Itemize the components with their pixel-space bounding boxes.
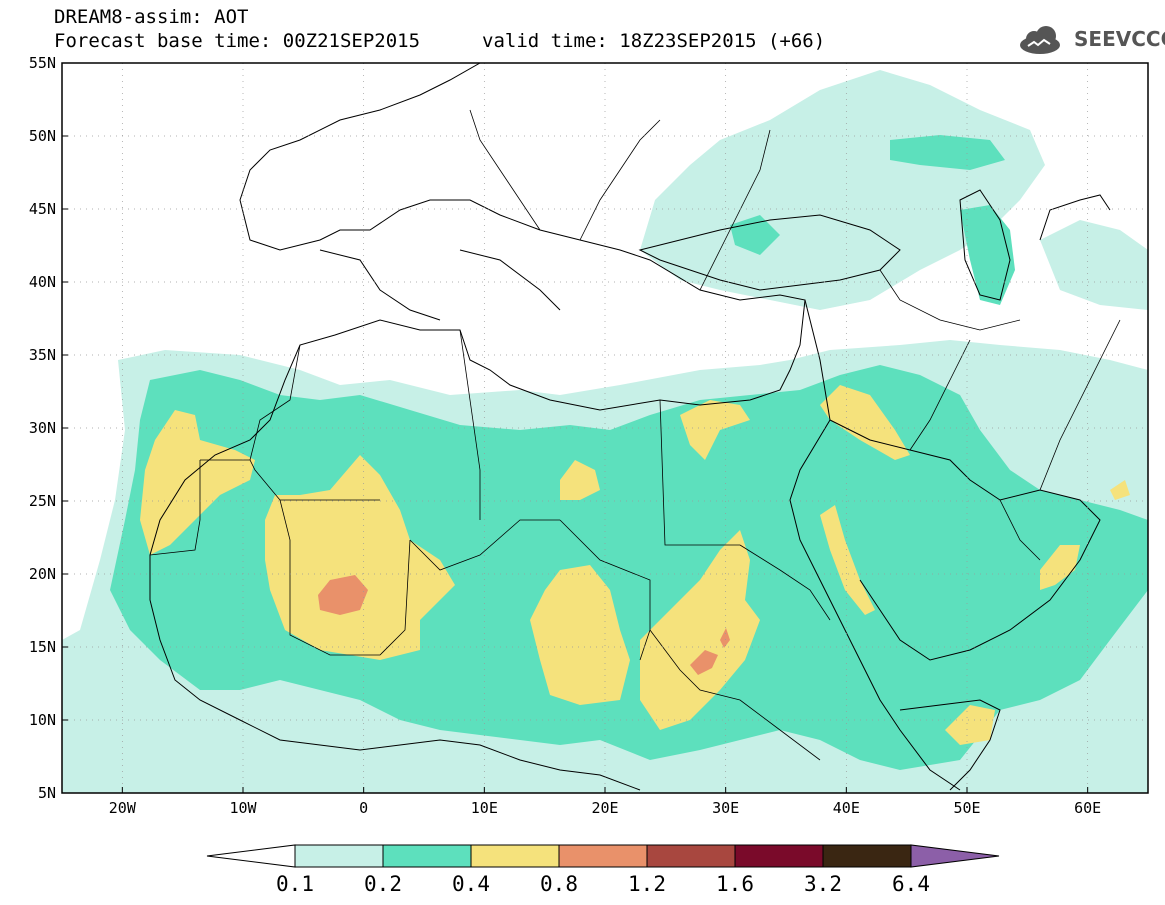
colorbar-label: 0.1 bbox=[276, 872, 314, 896]
latitude-labels: 55N 50N 45N 40N 35N 30N 25N 20N 15N 10N 5N bbox=[29, 54, 68, 802]
colorbar-label: 1.2 bbox=[628, 872, 666, 896]
lat-label: 20N bbox=[29, 565, 56, 583]
aot-region-0-1-blacksea bbox=[640, 70, 1045, 310]
aot-region-0-4-morocco bbox=[140, 410, 255, 555]
lat-label: 30N bbox=[29, 419, 56, 437]
lon-label: 0 bbox=[359, 799, 368, 817]
aot-region-0-4-oman bbox=[1040, 545, 1080, 590]
forecast-base-time: Forecast base time: 00Z21SEP2015 bbox=[54, 30, 421, 52]
lat-label: 15N bbox=[29, 638, 56, 656]
aot-region-0-8-sudan bbox=[690, 650, 718, 675]
colorbar-label: 1.6 bbox=[716, 872, 754, 896]
aot-region-0-2-north bbox=[890, 135, 1005, 170]
lon-label: 40E bbox=[833, 799, 860, 817]
valid-time: valid time: 18Z23SEP2015 (+66) bbox=[482, 30, 826, 52]
colorbar-segment bbox=[558, 844, 648, 868]
lat-label: 45N bbox=[29, 200, 56, 218]
lon-label: 50E bbox=[953, 799, 980, 817]
lat-label: 25N bbox=[29, 492, 56, 510]
aot-region-0-1-caspian bbox=[1040, 220, 1148, 310]
lon-label: 30E bbox=[712, 799, 739, 817]
lon-label: 20E bbox=[591, 799, 618, 817]
colorbar-label: 0.2 bbox=[364, 872, 402, 896]
longitude-labels: 20W 10W 0 10E 20E 30E 40E 50E 60E bbox=[109, 787, 1101, 817]
colorbar-label: 0.4 bbox=[452, 872, 490, 896]
lat-label: 55N bbox=[29, 54, 56, 72]
borders bbox=[149, 109, 1121, 761]
colorbar-over-triangle bbox=[910, 844, 1000, 868]
aot-region-0-8-mali bbox=[318, 575, 368, 615]
lat-label: 50N bbox=[29, 127, 56, 145]
lat-label: 10N bbox=[29, 711, 56, 729]
lon-label: 10E bbox=[471, 799, 498, 817]
lon-label: 20W bbox=[109, 799, 137, 817]
seevccc-logo bbox=[1020, 26, 1060, 54]
aot-region-0-4-somalia bbox=[945, 705, 995, 745]
colorbar-label: 3.2 bbox=[804, 872, 842, 896]
lon-label: 10W bbox=[229, 799, 257, 817]
aot-region-0-4-egypt bbox=[680, 400, 750, 460]
graticule bbox=[62, 63, 1148, 793]
colorbar-segment bbox=[646, 844, 736, 868]
aot-region-0-4-gulf bbox=[1110, 480, 1130, 500]
lat-label: 40N bbox=[29, 273, 56, 291]
colorbar-segment bbox=[294, 844, 384, 868]
lat-label: 35N bbox=[29, 346, 56, 364]
colorbar bbox=[206, 844, 1000, 868]
aot-region-0-8-sudan2 bbox=[720, 628, 730, 648]
aot-region-0-4-mali bbox=[265, 455, 455, 660]
colorbar-label: 0.8 bbox=[540, 872, 578, 896]
aot-region-0-4-libya bbox=[560, 460, 600, 500]
cloud-icon bbox=[1020, 26, 1060, 54]
aot-region-0-4-iraq bbox=[820, 385, 910, 460]
aot-region-0-4-redsea bbox=[820, 505, 875, 615]
colorbar-segment bbox=[822, 844, 912, 868]
logo-text: SEEVCCC bbox=[1074, 27, 1165, 51]
lon-label: 60E bbox=[1074, 799, 1101, 817]
map-title: DREAM8-assim: AOT bbox=[54, 6, 249, 28]
colorbar-segment bbox=[734, 844, 824, 868]
colorbar-under-triangle bbox=[206, 844, 296, 868]
lat-label: 5N bbox=[38, 784, 56, 802]
colorbar-segment bbox=[382, 844, 472, 868]
aot-field bbox=[62, 63, 1148, 793]
aot-region-0-2-caspian bbox=[960, 205, 1015, 305]
colorbar-segment bbox=[470, 844, 560, 868]
colorbar-label: 6.4 bbox=[892, 872, 930, 896]
aot-region-0-4-sudan bbox=[640, 530, 760, 730]
